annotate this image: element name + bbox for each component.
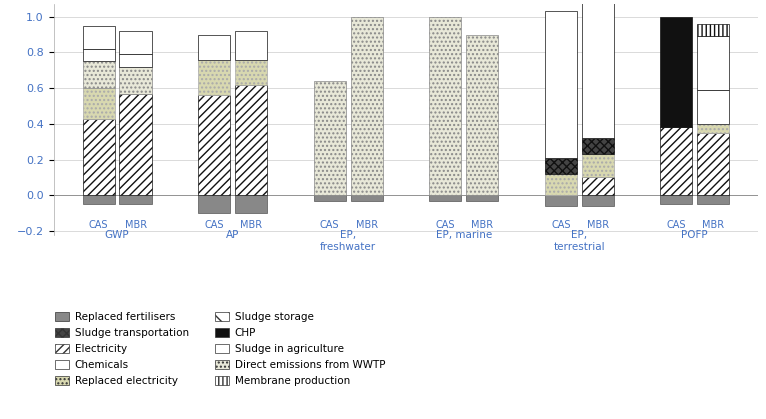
Bar [545, 195, 577, 206]
Bar [660, 195, 692, 204]
Bar [351, 195, 383, 201]
Text: MBR: MBR [125, 220, 147, 230]
Bar [697, 133, 729, 195]
Bar [119, 31, 152, 54]
Bar [581, 3, 614, 138]
Bar [697, 90, 729, 124]
Bar [429, 17, 461, 195]
Bar [313, 81, 346, 195]
Text: CAS: CAS [89, 220, 109, 230]
Bar [83, 61, 115, 88]
Bar [697, 36, 729, 90]
Bar [198, 195, 231, 213]
Bar [466, 195, 499, 201]
Text: CAS: CAS [666, 220, 686, 230]
Bar [198, 34, 231, 59]
Text: CAS: CAS [205, 220, 224, 230]
Bar [581, 154, 614, 178]
Bar [581, 195, 614, 206]
Text: EP,
terrestrial: EP, terrestrial [554, 230, 605, 252]
Bar [198, 59, 231, 95]
Bar [83, 195, 115, 204]
Bar [581, 178, 614, 195]
Bar [313, 195, 346, 201]
Text: CAS: CAS [551, 220, 571, 230]
Bar [235, 85, 267, 195]
Text: MBR: MBR [471, 220, 493, 230]
Text: AP: AP [226, 230, 240, 240]
Bar [581, 138, 614, 154]
Bar [119, 195, 152, 204]
Text: MBR: MBR [240, 220, 262, 230]
Bar [83, 49, 115, 61]
Text: MBR: MBR [355, 220, 378, 230]
Bar [697, 24, 729, 36]
Bar [83, 26, 115, 49]
Bar [235, 31, 267, 59]
Bar [697, 195, 729, 204]
Bar [235, 59, 267, 85]
Bar [697, 124, 729, 133]
Bar [83, 88, 115, 119]
Bar [235, 195, 267, 213]
Text: EP, marine: EP, marine [436, 230, 492, 240]
Bar [545, 11, 577, 158]
Bar [119, 67, 152, 93]
Bar [466, 34, 499, 195]
Text: MBR: MBR [702, 220, 725, 230]
Bar [660, 127, 692, 195]
Bar [83, 119, 115, 195]
Text: POFP: POFP [682, 230, 708, 240]
Text: CAS: CAS [320, 220, 339, 230]
Text: CAS: CAS [436, 220, 455, 230]
Bar [545, 174, 577, 195]
Text: EP,
freshwater: EP, freshwater [320, 230, 376, 252]
Bar [351, 17, 383, 195]
Bar [545, 158, 577, 174]
Bar [119, 93, 152, 195]
Bar [660, 17, 692, 127]
Bar [198, 95, 231, 195]
Bar [119, 54, 152, 67]
Text: GWP: GWP [105, 230, 129, 240]
Bar [429, 195, 461, 201]
Text: MBR: MBR [587, 220, 609, 230]
Legend: Replaced fertilisers, Sludge transportation, Electricity, Chemicals, Replaced el: Replaced fertilisers, Sludge transportat… [52, 309, 388, 389]
